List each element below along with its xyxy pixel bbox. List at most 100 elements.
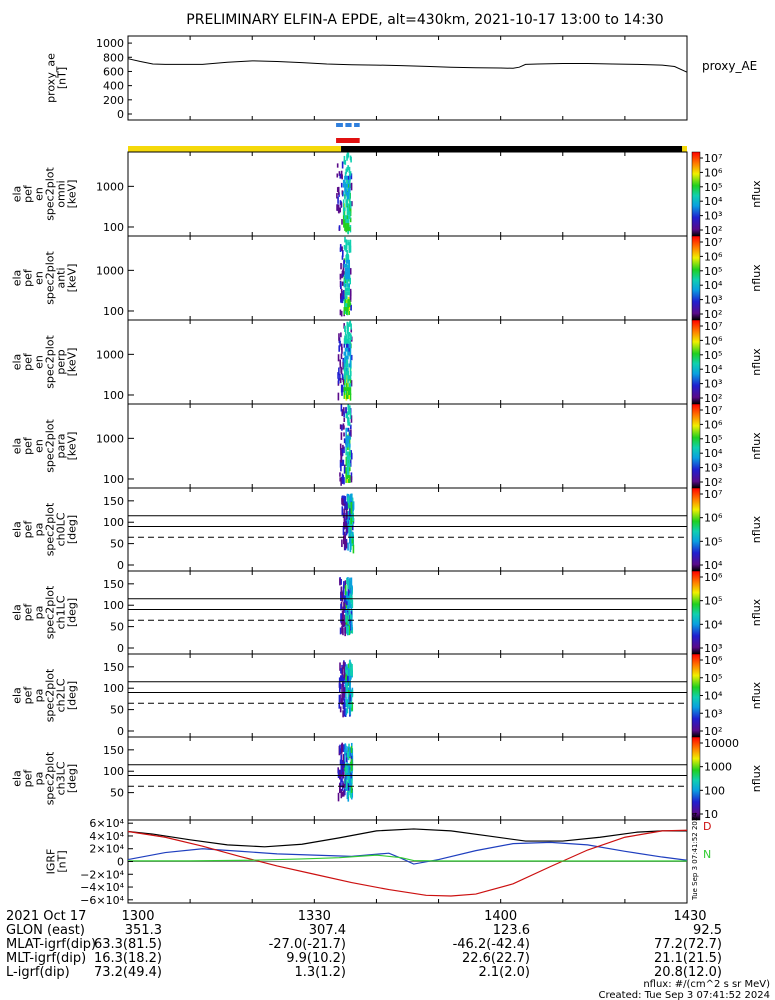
pitch-angle-ch3LC-pixel xyxy=(344,763,346,772)
pitch-angle-ch1LC-pixel xyxy=(350,603,353,612)
pitch-angle-ch3LC-pixel xyxy=(350,746,353,753)
spectrogram-omni-core xyxy=(349,211,351,216)
ephemeris-row-glon: GLON (east) 351.3 307.4 123.6 92.5 xyxy=(6,923,722,938)
ephemeris-mlat-0: 63.3(81.5) xyxy=(94,937,162,952)
spectrogram-omni-pixel xyxy=(338,225,341,231)
spectrogram-para-core xyxy=(347,471,350,476)
spectrogram-para-core xyxy=(345,439,347,444)
pitch-angle-ch3LC-pixel xyxy=(350,786,353,793)
pitch-angle-ch2LC-pixel xyxy=(351,702,353,711)
time-axis-label-2: 1400 xyxy=(484,909,517,924)
spectrogram-omni-pixel xyxy=(348,166,351,174)
side-stamp: Tue Sep 3 07:41:52 2024 xyxy=(691,812,699,901)
pitch-angle-ch2LC-pixel xyxy=(345,699,348,707)
time-axis: 1330 1400 xyxy=(298,909,517,924)
spectrogram-omni-ztick-label-0: 10⁷ xyxy=(704,152,722,165)
pitch-angle-ch3LC-pixel xyxy=(344,777,346,784)
pitch-angle-ch0LC-ztick-label-1: 10⁶ xyxy=(704,512,723,525)
pitch-angle-ch0LC-pixel xyxy=(341,506,344,516)
pitch-angle-ch1LC-pixel xyxy=(342,627,344,636)
ephemeris-label-mlt: MLT-igrf(dip) xyxy=(6,951,86,966)
spectrogram-para-core xyxy=(345,443,347,448)
proxy-ae-frame xyxy=(127,35,688,121)
pitch-angle-ch1LC-pixel xyxy=(340,591,342,601)
spectrogram-omni-core xyxy=(346,211,349,216)
spectrogram-perp-core xyxy=(344,351,347,356)
spectrogram-para-pixel xyxy=(342,459,345,466)
spectrogram-anti-ztick-label-3: 10⁴ xyxy=(704,279,723,292)
spectrogram-anti-pixel xyxy=(340,310,343,317)
pitch-angle-ch1LC-pixel xyxy=(350,589,352,599)
spectrogram-para-core xyxy=(346,467,349,472)
pitch-angle-ch1LC-pixel xyxy=(344,595,346,604)
ephemeris-glon-1: 307.4 xyxy=(309,923,346,938)
spectrogram-omni-pixel xyxy=(346,179,348,187)
spectrogram-para-pixel xyxy=(343,417,346,422)
spectrogram-anti-ytick-label-0: 1000 xyxy=(96,264,124,277)
spectrogram-anti-core xyxy=(343,310,346,315)
pitch-angle-ch3LC-pixel xyxy=(340,789,343,799)
pitch-angle-ch0LC-pixel xyxy=(352,544,355,554)
proxy-ae-ytick-label-3: 400 xyxy=(103,80,124,93)
pitch-angle-ch1LC-ylabel-5: [deg] xyxy=(66,598,79,627)
pitch-angle-ch2LC-pixel xyxy=(340,694,342,704)
spectrogram-perp-pixel xyxy=(345,334,347,342)
pitch-angle-ch2LC-pixel xyxy=(350,703,352,712)
spectrogram-omni-core xyxy=(346,175,349,180)
spectrogram-omni-frame xyxy=(127,151,688,237)
pitch-angle-ch3LC-pixel xyxy=(339,744,341,754)
pitch-angle-ch2LC-pixel xyxy=(347,696,350,704)
pitch-angle-ch0LC-pixel xyxy=(347,512,349,522)
spectrogram-omni-pixel xyxy=(346,201,348,207)
ephemeris-mlat-3: 77.2(72.7) xyxy=(654,937,722,952)
spectrogram-para-pixel xyxy=(343,432,345,437)
pitch-angle-ch2LC-pixel xyxy=(351,689,354,698)
spectrogram-para-pixel xyxy=(339,424,342,430)
pitch-angle-ch3LC-ylabel-1: pef xyxy=(22,769,35,788)
spectrogram-perp-pixel xyxy=(343,378,346,385)
pitch-angle-ch3LC-pixel xyxy=(348,763,350,774)
spectrogram-omni-core xyxy=(347,219,350,224)
proxy-ae-ylabel-1: [nT] xyxy=(56,67,69,89)
spectrogram-para-pixel xyxy=(339,459,342,468)
spectrogram-para-pixel xyxy=(348,438,351,444)
pitch-angle-ch2LC-pixel xyxy=(350,664,353,671)
pitch-angle-ch3LC-pixel xyxy=(348,747,351,757)
pitch-angle-ch1LC-ylabel-2: pa xyxy=(33,606,46,620)
spectrogram-perp-pixel xyxy=(350,380,353,387)
spectrogram-para-pixel xyxy=(342,423,345,430)
spectrogram-perp-core xyxy=(343,343,346,348)
spectrogram-anti-colorbar xyxy=(691,235,701,321)
pitch-angle-ch0LC-pixel xyxy=(351,518,354,526)
spectrogram-anti-core xyxy=(344,271,347,276)
spectrogram-para-pixel xyxy=(345,457,348,466)
spectrogram-perp-colorbar xyxy=(691,319,701,405)
ephemeris-date-end: 1430 xyxy=(673,909,706,924)
spectrogram-perp-core xyxy=(346,363,348,368)
pitch-angle-ch1LC-ztick-label-2: 10⁴ xyxy=(704,618,723,631)
spectrogram-omni-pixel xyxy=(339,173,342,179)
igrf-ylabel-0: IGRF xyxy=(45,849,58,875)
spectrogram-omni-core xyxy=(345,187,347,192)
spectrogram-omni-ztick-label-1: 10⁶ xyxy=(704,166,723,179)
spectrogram-para-ylabel-1: pef xyxy=(22,436,35,455)
ephemeris-glon-2: 123.6 xyxy=(493,923,530,938)
pitch-angle-ch1LC-pixel xyxy=(347,614,350,625)
spectrogram-anti-core xyxy=(346,267,348,272)
pitch-angle-ch3LC-pixel xyxy=(343,753,346,764)
pitch-angle-ch3LC-ylabel-3: spec2plot xyxy=(44,751,57,805)
pitch-angle-ch0LC-pixel xyxy=(345,512,347,521)
pitch-angle-ch1LC-pixel xyxy=(347,586,350,596)
pitch-angle-ch0LC-pixel xyxy=(344,534,347,544)
spectrogram-para-pixel xyxy=(345,412,348,419)
spectrogram-omni-core xyxy=(349,187,351,192)
spectrogram-para-ylabel-5: [keV] xyxy=(66,432,79,461)
spectrogram-para-ytick-label-1: 100 xyxy=(103,473,124,486)
spectrogram-omni-core xyxy=(345,175,347,180)
spectrogram-para-ztick-label-0: 10⁷ xyxy=(704,404,722,417)
ephemeris-mlt-3: 21.1(21.5) xyxy=(654,951,722,966)
spectrogram-omni-core xyxy=(346,195,349,200)
spectrogram-perp-core xyxy=(349,347,352,352)
pitch-angle-ch3LC-pixel xyxy=(345,778,348,789)
